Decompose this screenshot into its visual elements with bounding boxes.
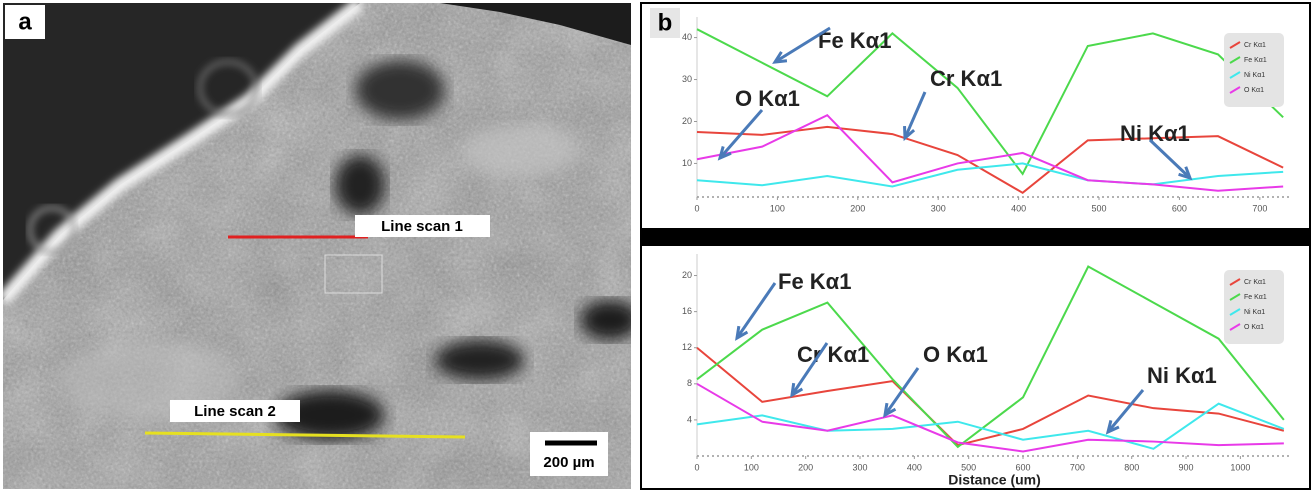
- x-tick-label: 900: [1179, 462, 1194, 472]
- y-tick-label: 8: [687, 378, 692, 388]
- x-tick-label: 300: [931, 203, 946, 213]
- y-tick-label: 4: [687, 414, 692, 424]
- annotation: Fe Kα1: [818, 28, 891, 53]
- annotation: O Kα1: [735, 86, 800, 111]
- annotation: Ni Kα1: [1120, 121, 1190, 146]
- sem-image: [3, 3, 640, 489]
- y-tick-label: 40: [682, 32, 692, 42]
- x-tick-label: 0: [694, 462, 699, 472]
- x-tick-label: 600: [1172, 203, 1187, 213]
- x-tick-label: 0: [694, 203, 699, 213]
- annotation: O Kα1: [923, 342, 988, 367]
- line-scan-label: Line scan 2: [194, 403, 276, 420]
- y-tick-label: 20: [682, 116, 692, 126]
- panel-label: a: [18, 8, 32, 35]
- x-tick-label: 700: [1252, 203, 1267, 213]
- x-tick-label: 100: [744, 462, 759, 472]
- scale-bar-label: 200 µm: [543, 454, 594, 471]
- legend-label: Ni Kα1: [1244, 309, 1265, 316]
- y-tick-label: 12: [682, 342, 692, 352]
- x-tick-label: 300: [852, 462, 867, 472]
- y-tick-label: 16: [682, 306, 692, 316]
- separator: [642, 228, 1309, 246]
- x-tick-label: 700: [1070, 462, 1085, 472]
- annotation: Fe Kα1: [778, 269, 851, 294]
- figure: a Line scan 1 Line scan 2 200 µm b 10 20 3…: [0, 0, 1314, 492]
- annotation: Cr Kα1: [797, 342, 869, 367]
- annotation: Ni Kα1: [1147, 363, 1217, 388]
- y-tick-label: 20: [682, 270, 692, 280]
- line-scan-label: Line scan 1: [381, 218, 463, 235]
- annotation: Cr Kα1: [930, 66, 1002, 91]
- x-tick-label: 400: [1011, 203, 1026, 213]
- legend-label: Cr Kα1: [1244, 279, 1266, 286]
- x-tick-label: 800: [1124, 462, 1139, 472]
- x-tick-label: 500: [1092, 203, 1107, 213]
- y-tick-label: 10: [682, 158, 692, 168]
- panel-label: b: [658, 9, 673, 36]
- x-tick-label: 400: [907, 462, 922, 472]
- x-tick-label: 100: [770, 203, 785, 213]
- legend-label: O Kα1: [1244, 87, 1264, 94]
- legend-label: Fe Kα1: [1244, 294, 1267, 301]
- x-axis-label: Distance (um): [948, 472, 1041, 488]
- x-tick-label: 200: [798, 462, 813, 472]
- x-tick-label: 1000: [1230, 462, 1250, 472]
- legend-label: Cr Kα1: [1244, 42, 1266, 49]
- legend-label: O Kα1: [1244, 324, 1264, 331]
- legend-label: Ni Kα1: [1244, 72, 1265, 79]
- legend-label: Fe Kα1: [1244, 57, 1267, 64]
- x-tick-label: 200: [850, 203, 865, 213]
- y-tick-label: 30: [682, 74, 692, 84]
